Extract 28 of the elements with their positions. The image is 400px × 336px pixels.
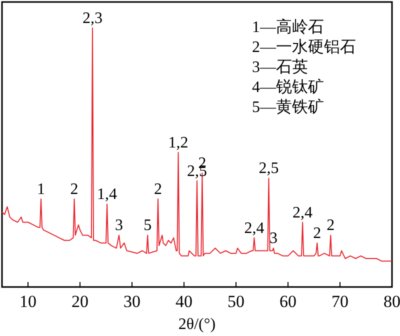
x-tick-label: 40 [176,292,192,311]
x-tick-label: 10 [20,292,36,311]
annotation: 3 [269,230,278,248]
annotation: 2 [313,224,322,242]
annotation: 2 [154,180,162,198]
annotation: 2,4 [244,220,264,237]
annotation: 3 [115,217,123,234]
x-tick-label: 50 [228,292,244,311]
x-tick-label: 80 [384,292,400,311]
annotation: 5 [144,217,152,234]
x-axis-title: 2θ/(°) [178,316,216,333]
annotation: 4—锐钛矿 [252,78,324,96]
annotation: 3—石英 [252,58,308,76]
x-tick-label: 60 [280,292,296,311]
annotation: 2,4 [292,204,313,222]
annotation: 5—黄铁矿 [252,98,324,116]
annotation: 1—高岭石 [252,18,324,36]
annotation: 1,2 [168,134,188,152]
x-tick-label: 30 [124,292,140,311]
annotation: 2 [326,217,335,234]
x-tick-label: 20 [72,292,88,311]
annotation: 2 [70,180,78,198]
annotation: 2,3 [82,10,102,27]
annotation: 2—一水硬铝石 [252,38,356,56]
annotation: 2,5 [258,160,279,178]
x-tick-label: 70 [332,292,348,311]
annotation: 1 [37,180,45,198]
annotation: 1,4 [97,186,118,204]
